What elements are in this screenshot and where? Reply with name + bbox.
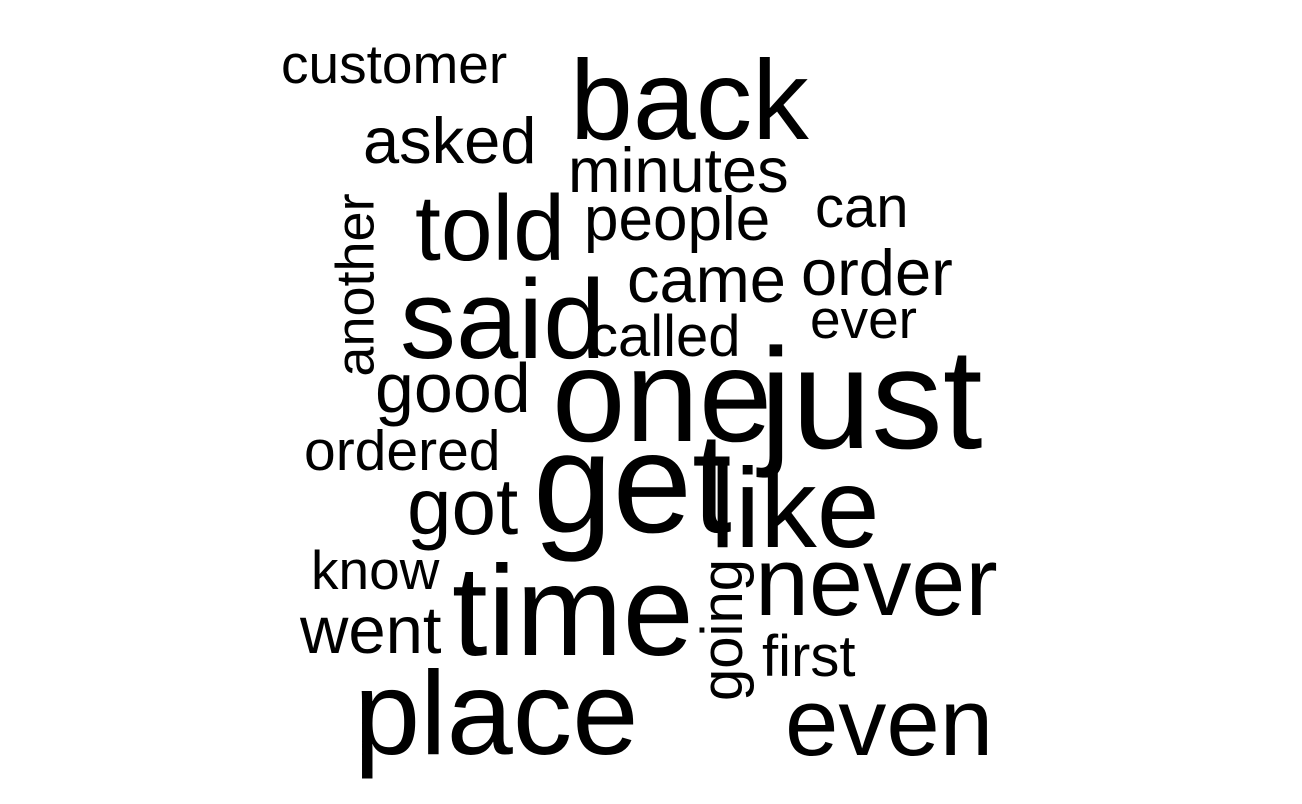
word-back: back [570, 37, 809, 163]
word-like: like [710, 445, 880, 571]
word-one: one [552, 322, 773, 469]
word-good: good [375, 349, 531, 427]
word-customer: customer [281, 33, 508, 95]
word-ordered: ordered [304, 419, 501, 483]
word-called: called [589, 304, 741, 369]
word-even: even [785, 669, 994, 776]
word-minutes: minutes [568, 136, 789, 206]
word-first: first [762, 624, 856, 689]
word-told: told [415, 176, 565, 280]
word-came: came [627, 243, 786, 316]
word-got: got [407, 462, 519, 551]
word-know: know [311, 539, 440, 601]
word-asked: asked [363, 104, 537, 177]
word-going: going [689, 559, 755, 701]
word-can: can [815, 175, 909, 240]
word-time: time [452, 540, 694, 683]
word-place: place [354, 647, 639, 780]
word-went: went [300, 593, 442, 668]
word-said: said [400, 257, 606, 382]
word-people: people [584, 185, 771, 254]
word-get: get [533, 404, 732, 563]
word-never: never [755, 527, 998, 636]
word-order: order [801, 236, 953, 309]
word-just: just [760, 320, 983, 479]
word-ever: ever [810, 288, 917, 350]
